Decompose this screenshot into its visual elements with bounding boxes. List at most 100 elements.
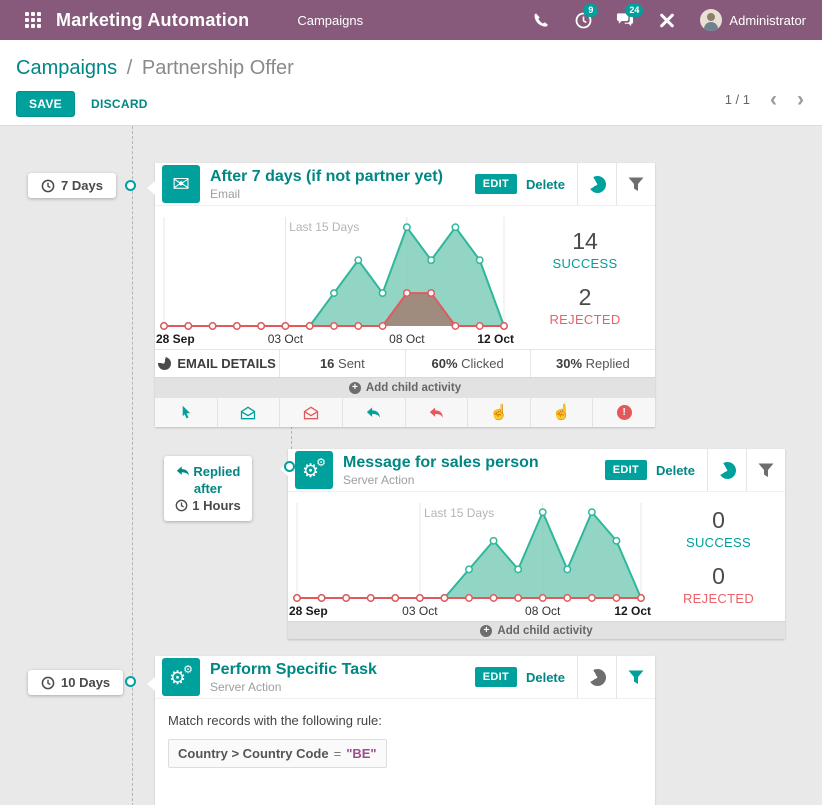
- workflow-canvas: 7 Days ✉ After 7 days (if not partner ye…: [0, 125, 822, 805]
- activity-clock-icon[interactable]: 9: [574, 4, 599, 29]
- email-stat[interactable]: 60% Clicked: [406, 350, 531, 377]
- click-rejected-trigger[interactable]: ☝: [531, 398, 594, 427]
- clock-icon: [175, 499, 188, 512]
- delete-button[interactable]: Delete: [525, 176, 565, 192]
- svg-text:28 Sep: 28 Sep: [156, 332, 195, 346]
- filter-icon: [628, 177, 644, 191]
- activity-type: Server Action: [343, 472, 415, 487]
- filter-toggle-button[interactable]: [616, 656, 655, 698]
- domain-filter-tag[interactable]: Country > Country Code = "BE": [168, 739, 387, 768]
- rule-operator: =: [333, 746, 342, 761]
- envelope-open-success-icon: [241, 406, 256, 419]
- filter-icon: [628, 670, 644, 684]
- activity-type: Server Action: [210, 679, 282, 694]
- bounce-trigger[interactable]: !: [593, 398, 655, 427]
- breadcrumb: Campaigns / Partnership Offer: [16, 57, 806, 80]
- tools-icon[interactable]: [658, 11, 676, 29]
- rule-intro: Match records with the following rule:: [168, 713, 382, 728]
- envelope-open-rejected-icon: [303, 406, 319, 419]
- add-child-activity-button[interactable]: + Add child activity: [288, 621, 785, 639]
- child-trigger-row: ☝ ☝!: [155, 397, 655, 427]
- click-success-trigger[interactable]: ☝: [468, 398, 531, 427]
- pie-chart-icon: [588, 668, 606, 686]
- delete-button[interactable]: Delete: [655, 462, 695, 478]
- envelope-open-rejected-trigger[interactable]: [280, 398, 343, 427]
- svg-text:12 Oct: 12 Oct: [614, 604, 651, 618]
- trigger-badge-10-days[interactable]: 10 Days: [28, 670, 124, 695]
- plus-icon: +: [348, 381, 361, 394]
- add-child-activity-button[interactable]: + Add child activity: [155, 377, 655, 397]
- svg-text:08 Oct: 08 Oct: [525, 604, 561, 618]
- graph-toggle-button[interactable]: [577, 163, 616, 205]
- avatar: [700, 9, 723, 31]
- svg-text:03 Oct: 03 Oct: [402, 604, 438, 618]
- svg-text:03 Oct: 03 Oct: [268, 332, 304, 346]
- phone-icon[interactable]: [532, 11, 550, 29]
- activity-title[interactable]: Perform Specific Task: [210, 660, 377, 678]
- reply-success-trigger[interactable]: [343, 398, 406, 427]
- pie-chart-icon: [718, 461, 736, 479]
- svg-text:12 Oct: 12 Oct: [477, 332, 514, 346]
- messages-icon[interactable]: 24: [616, 4, 644, 29]
- plus-icon: +: [480, 624, 493, 637]
- workflow-node[interactable]: [125, 676, 136, 687]
- filter-toggle-button[interactable]: [746, 449, 785, 491]
- email-stat[interactable]: 30% Replied: [556, 356, 630, 371]
- breadcrumb-separator: /: [126, 57, 133, 79]
- success-kpi: 0 SUCCESS: [686, 507, 751, 550]
- control-panel: Campaigns / Partnership Offer SAVE DISCA…: [0, 40, 822, 125]
- activity-type: Email: [210, 186, 241, 201]
- hand-pointer-icon: ☝: [552, 404, 571, 421]
- save-button[interactable]: SAVE: [16, 91, 75, 117]
- activity-card-server-action-1: ⚙ ⚙ Message for sales person Server Actio…: [288, 449, 785, 639]
- pie-icon: [158, 357, 172, 370]
- message-count-badge: 24: [625, 4, 644, 17]
- pager-prev-icon[interactable]: ‹: [770, 87, 777, 111]
- email-details-tab[interactable]: EMAIL DETAILS: [155, 350, 281, 377]
- discard-button[interactable]: DISCARD: [91, 97, 148, 111]
- activity-count-badge: 9: [583, 4, 599, 17]
- email-details-row: EMAIL DETAILS 16 Sent 60% Clicked 30% Repli…: [155, 349, 655, 377]
- svg-text:Last 15 Days: Last 15 Days: [424, 506, 494, 520]
- graph-toggle-button[interactable]: [577, 656, 616, 698]
- gears-icon: ⚙ ⚙: [295, 451, 333, 489]
- workflow-node[interactable]: [125, 180, 136, 191]
- reply-rejected-trigger[interactable]: [406, 398, 469, 427]
- edit-button[interactable]: EDIT: [474, 174, 517, 194]
- edit-button[interactable]: EDIT: [474, 667, 517, 687]
- clock-icon: [41, 676, 55, 689]
- email-stat[interactable]: 16 Sent: [280, 350, 406, 377]
- username: Administrator: [729, 12, 806, 28]
- menu-campaigns[interactable]: Campaigns: [297, 12, 364, 28]
- graph-toggle-button[interactable]: [707, 449, 746, 491]
- activity-card-server-action-2: ⚙ ⚙ Perform Specific Task Server Action E…: [155, 656, 655, 805]
- edit-button[interactable]: EDIT: [604, 460, 647, 480]
- gears-icon: ⚙ ⚙: [162, 658, 200, 696]
- activity-title[interactable]: After 7 days (if not partner yet): [210, 167, 443, 185]
- rejected-kpi: 2 REJECTED: [549, 284, 621, 327]
- trigger-badge-7-days[interactable]: 7 Days: [28, 173, 116, 198]
- apps-grid-icon[interactable]: [25, 12, 41, 28]
- activity-title[interactable]: Message for sales person: [343, 453, 539, 471]
- workflow-line: [132, 126, 133, 805]
- trigger-badge-replied-after[interactable]: Replied after 1 Hours: [164, 456, 252, 521]
- delete-button[interactable]: Delete: [525, 669, 565, 685]
- pager-next-icon[interactable]: ›: [797, 87, 804, 111]
- reply-rejected-icon: [429, 406, 443, 418]
- app-title: Marketing Automation: [56, 9, 250, 30]
- pager-value: 1 / 1: [724, 92, 750, 107]
- workflow-node[interactable]: [284, 461, 295, 472]
- success-kpi: 14 SUCCESS: [552, 228, 618, 271]
- filter-icon: [758, 463, 774, 477]
- breadcrumb-campaigns[interactable]: Campaigns: [16, 57, 118, 79]
- breadcrumb-current: Partnership Offer: [141, 57, 294, 79]
- envelope-open-success-trigger[interactable]: [218, 398, 281, 427]
- svg-text:Last 15 Days: Last 15 Days: [289, 220, 359, 234]
- user-menu[interactable]: Administrator: [700, 9, 806, 31]
- envelope-icon: ✉: [162, 165, 200, 203]
- pie-chart-icon: [588, 175, 606, 193]
- cursor-trigger[interactable]: [155, 398, 218, 427]
- clock-icon: [41, 179, 55, 192]
- filter-toggle-button[interactable]: [616, 163, 655, 205]
- svg-text:08 Oct: 08 Oct: [389, 332, 425, 346]
